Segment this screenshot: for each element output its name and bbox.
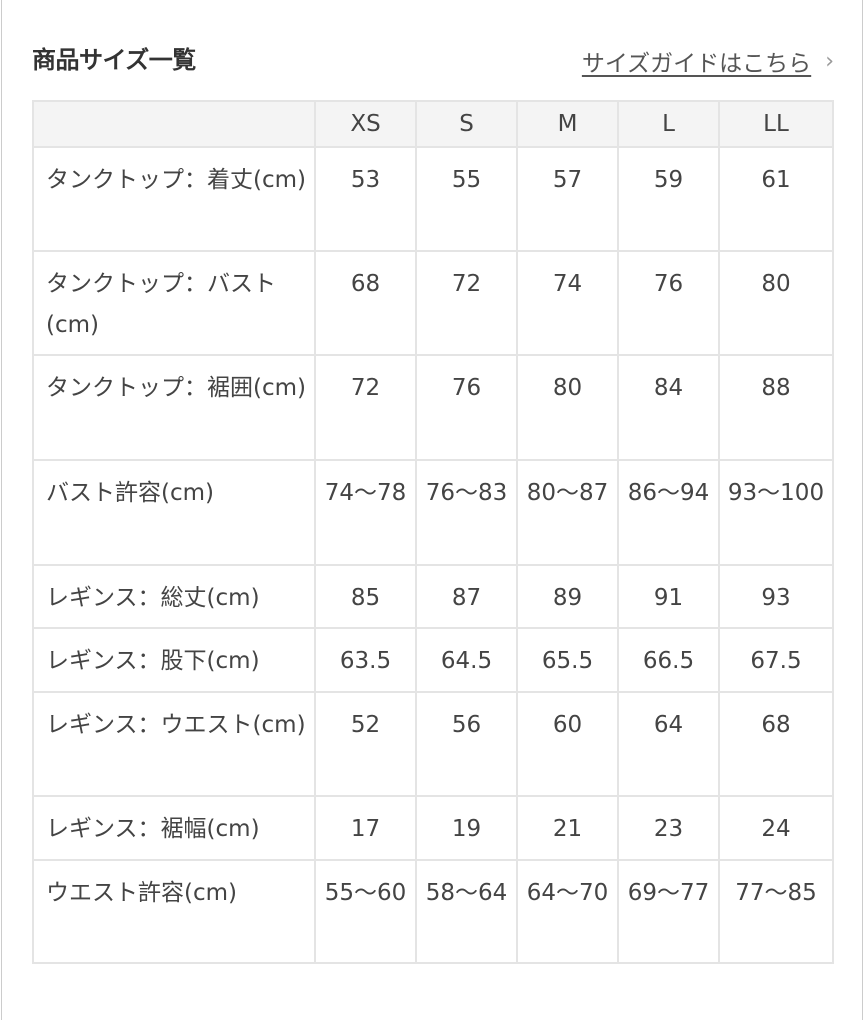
header-size-ll: LL — [718, 100, 834, 148]
size-value-cell: 80 — [516, 354, 619, 461]
table-row: レギンス：総丈(cm) 85 87 89 91 93 — [32, 564, 834, 629]
size-value-cell: 85 — [314, 564, 417, 629]
chevron-right-icon: › — [825, 48, 834, 74]
size-value-cell: 93〜100 — [718, 459, 834, 566]
table-header-row: XS S M L LL — [32, 100, 834, 148]
row-label: バスト許容(cm) — [32, 459, 316, 566]
size-value-cell: 17 — [314, 795, 417, 861]
row-label: ウエスト許容(cm) — [32, 859, 316, 964]
size-value-cell: 64〜70 — [516, 859, 619, 964]
size-value-cell: 84 — [617, 354, 720, 461]
table-row: タンクトップ：裾囲(cm) 72 76 80 84 88 — [32, 354, 834, 461]
table-row: タンクトップ：バスト(cm) 68 72 74 76 80 — [32, 250, 834, 356]
size-value-cell: 55〜60 — [314, 859, 417, 964]
size-value-cell: 86〜94 — [617, 459, 720, 566]
size-value-cell: 65.5 — [516, 627, 619, 693]
size-value-cell: 64.5 — [415, 627, 518, 693]
size-value-cell: 87 — [415, 564, 518, 629]
size-value-cell: 56 — [415, 691, 518, 797]
size-value-cell: 67.5 — [718, 627, 834, 693]
size-value-cell: 19 — [415, 795, 518, 861]
size-value-cell: 53 — [314, 146, 417, 252]
row-label: タンクトップ：バスト(cm) — [32, 250, 316, 356]
size-value-cell: 89 — [516, 564, 619, 629]
size-value-cell: 93 — [718, 564, 834, 629]
table-row: レギンス：裾幅(cm) 17 19 21 23 24 — [32, 795, 834, 861]
row-label: タンクトップ：裾囲(cm) — [32, 354, 316, 461]
size-value-cell: 58〜64 — [415, 859, 518, 964]
header-size-s: S — [415, 100, 518, 148]
row-label: レギンス：総丈(cm) — [32, 564, 316, 629]
size-value-cell: 88 — [718, 354, 834, 461]
header-empty-cell — [32, 100, 316, 148]
size-value-cell: 91 — [617, 564, 720, 629]
size-value-cell: 68 — [718, 691, 834, 797]
size-value-cell: 80 — [718, 250, 834, 356]
size-value-cell: 24 — [718, 795, 834, 861]
size-value-cell: 68 — [314, 250, 417, 356]
size-value-cell: 52 — [314, 691, 417, 797]
size-value-cell: 72 — [314, 354, 417, 461]
table-row: バスト許容(cm) 74〜78 76〜83 80〜87 86〜94 93〜100 — [32, 459, 834, 566]
row-label: レギンス：ウエスト(cm) — [32, 691, 316, 797]
header-size-xs: XS — [314, 100, 417, 148]
size-value-cell: 76〜83 — [415, 459, 518, 566]
size-guide-link[interactable]: サイズガイドはこちら — [581, 51, 812, 77]
size-value-cell: 66.5 — [617, 627, 720, 693]
size-value-cell: 23 — [617, 795, 720, 861]
size-table: XS S M L LL タンクトップ：着丈(cm) 53 55 57 59 61 タンクトップ：バス… — [32, 100, 834, 964]
size-value-cell: 72 — [415, 250, 518, 356]
size-value-cell: 61 — [718, 146, 834, 252]
size-value-cell: 64 — [617, 691, 720, 797]
table-row: レギンス：股下(cm) 63.5 64.5 65.5 66.5 67.5 — [32, 627, 834, 693]
size-guide-link-wrap[interactable]: サイズガイドはこちら › — [582, 44, 834, 78]
size-value-cell: 60 — [516, 691, 619, 797]
table-row: レギンス：ウエスト(cm) 52 56 60 64 68 — [32, 691, 834, 797]
row-label: タンクトップ：着丈(cm) — [32, 146, 316, 252]
size-value-cell: 76 — [617, 250, 720, 356]
size-value-cell: 55 — [415, 146, 518, 252]
header-size-l: L — [617, 100, 720, 148]
table-row: タンクトップ：着丈(cm) 53 55 57 59 61 — [32, 146, 834, 252]
size-value-cell: 59 — [617, 146, 720, 252]
row-label: レギンス：股下(cm) — [32, 627, 316, 693]
size-value-cell: 69〜77 — [617, 859, 720, 964]
size-value-cell: 76 — [415, 354, 518, 461]
row-label: レギンス：裾幅(cm) — [32, 795, 316, 861]
size-value-cell: 77〜85 — [718, 859, 834, 964]
size-value-cell: 57 — [516, 146, 619, 252]
size-value-cell: 80〜87 — [516, 459, 619, 566]
table-row: ウエスト許容(cm) 55〜60 58〜64 64〜70 69〜77 77〜85 — [32, 859, 834, 964]
page-title: 商品サイズ一覧 — [32, 46, 196, 74]
size-value-cell: 74〜78 — [314, 459, 417, 566]
size-value-cell: 63.5 — [314, 627, 417, 693]
size-value-cell: 21 — [516, 795, 619, 861]
size-value-cell: 74 — [516, 250, 619, 356]
header-size-m: M — [516, 100, 619, 148]
